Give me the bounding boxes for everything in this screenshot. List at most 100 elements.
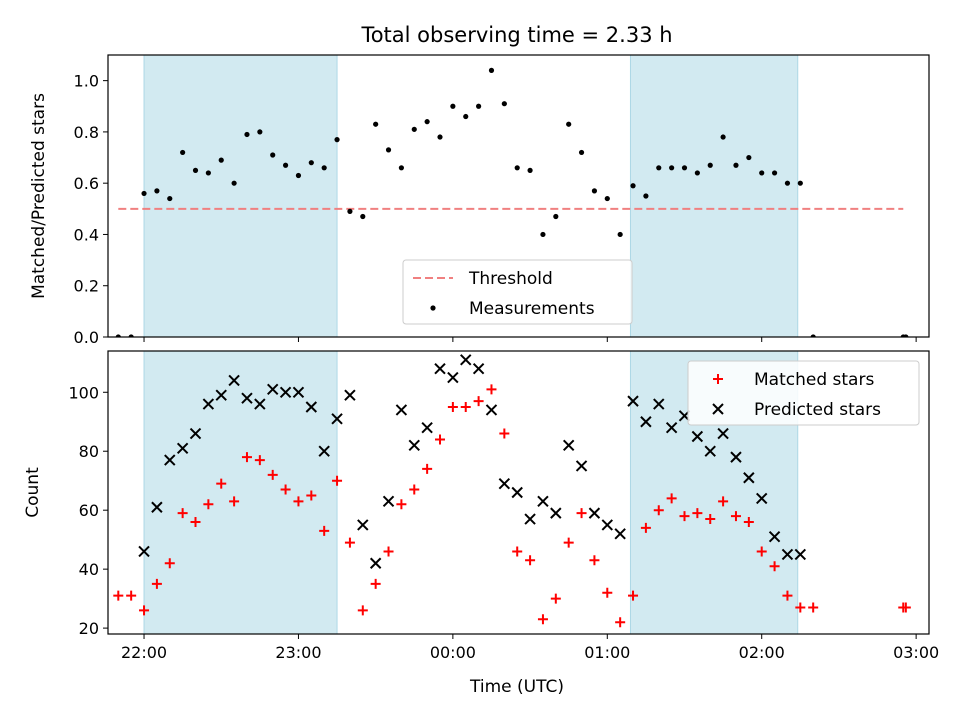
x-tick-label: 02:00 — [739, 643, 785, 662]
matched-star-point — [177, 508, 188, 519]
matched-star-point — [615, 617, 626, 628]
predicted-star-point — [331, 413, 343, 425]
y-tick-label: 80 — [79, 442, 99, 461]
legend-label: Matched stars — [754, 370, 874, 390]
measurement-point — [681, 165, 688, 171]
measurement-point — [231, 180, 237, 186]
measurement-point — [244, 131, 250, 138]
predicted-star-point — [524, 513, 536, 525]
matched-star-point — [730, 511, 741, 522]
predicted-star-point — [691, 430, 704, 443]
chart-title: Total observing time = 2.33 h — [360, 23, 672, 47]
predicted-star-point — [395, 404, 408, 416]
predicted-star-point — [318, 445, 330, 457]
matched-star-point — [319, 525, 330, 536]
matched-star-point — [409, 484, 420, 495]
matched-star-point — [435, 434, 446, 445]
matched-star-point — [808, 602, 819, 613]
matched-star-point — [164, 558, 175, 569]
matched-star-point — [525, 555, 536, 566]
measurement-point — [385, 147, 392, 153]
measurement-point — [694, 170, 700, 176]
measurement-point — [746, 154, 752, 161]
matched-star-point — [293, 496, 304, 507]
measurement-point — [270, 152, 276, 158]
predicted-star-point — [267, 383, 279, 396]
measurement-point — [437, 134, 443, 140]
measurement-point — [720, 134, 726, 140]
y-axis-label: Count — [23, 467, 43, 518]
predicted-star-point — [537, 495, 549, 508]
measurement-point — [578, 149, 585, 156]
measurement-point — [514, 165, 520, 171]
legend-box — [402, 259, 633, 325]
predicted-star-point — [511, 486, 523, 499]
measurement-point — [373, 121, 379, 127]
predicted-star-point — [653, 398, 665, 410]
predicted-star-point — [562, 439, 575, 452]
matched-star-point — [628, 590, 639, 601]
predicted-star-point — [704, 445, 716, 457]
x-tick-label: 23:00 — [275, 643, 321, 662]
matched-star-point — [769, 561, 780, 572]
measurement-point — [630, 183, 636, 189]
measurement-point — [501, 101, 507, 107]
matched-star-point — [203, 499, 214, 510]
predicted-star-point — [369, 557, 382, 569]
matched-star-point — [190, 516, 201, 527]
matched-star-point — [370, 578, 381, 589]
matched-star-point — [357, 605, 368, 616]
predicted-star-point — [447, 371, 459, 384]
predicted-star-point — [665, 421, 678, 434]
x-tick-label: 22:00 — [121, 643, 167, 662]
measurement-point — [128, 334, 134, 337]
measurement-point — [591, 188, 598, 194]
matched-star-point — [900, 602, 911, 613]
measurement-point — [553, 213, 559, 220]
axes-frame — [107, 350, 930, 635]
predicted-star-point — [189, 427, 202, 440]
matched-star-point — [512, 546, 523, 557]
matched-star-point — [267, 469, 278, 480]
matched-star-point — [653, 505, 664, 516]
observing-window-shade — [629, 55, 799, 337]
y-tick-label: 20 — [79, 619, 99, 638]
matched-star-point — [692, 508, 703, 519]
legend-label: Predicted stars — [754, 400, 881, 420]
matched-star-point — [151, 578, 162, 589]
measurement-point — [282, 162, 289, 168]
measurement-point — [566, 121, 572, 127]
y-tick-label: 0.4 — [74, 225, 99, 244]
measurement-point — [257, 129, 263, 135]
matched-star-point — [332, 475, 343, 486]
measurement-point — [334, 137, 340, 143]
matched-star-point — [486, 384, 497, 395]
measurement-point — [707, 162, 713, 168]
predicted-star-point — [485, 404, 498, 416]
predicted-star-point — [241, 392, 253, 404]
predicted-star-point — [768, 531, 781, 543]
axes-frame — [107, 54, 930, 338]
predicted-star-point — [292, 386, 305, 398]
y-tick-label: 40 — [79, 560, 99, 579]
predicted-star-point — [357, 519, 369, 531]
measurement-point — [771, 170, 778, 176]
legend-matched-key — [713, 374, 723, 384]
matched-star-point — [679, 511, 690, 522]
matched-star-point — [422, 463, 433, 474]
measurement-point — [903, 334, 909, 337]
predicted-star-point — [575, 460, 588, 472]
predicted-star-point — [421, 421, 433, 434]
matched-star-point — [447, 402, 458, 413]
x-axis-label: Time (UTC) — [469, 677, 564, 697]
measurement-point — [759, 170, 765, 176]
predicted-star-point — [743, 472, 755, 484]
measurement-point — [308, 160, 314, 166]
measurement-point — [167, 195, 173, 202]
matched-star-point — [756, 546, 767, 557]
legend-predicted-key — [712, 403, 724, 415]
predicted-star-point — [279, 386, 292, 398]
x-tick-label: 01:00 — [584, 643, 630, 662]
measurement-point — [643, 193, 649, 199]
